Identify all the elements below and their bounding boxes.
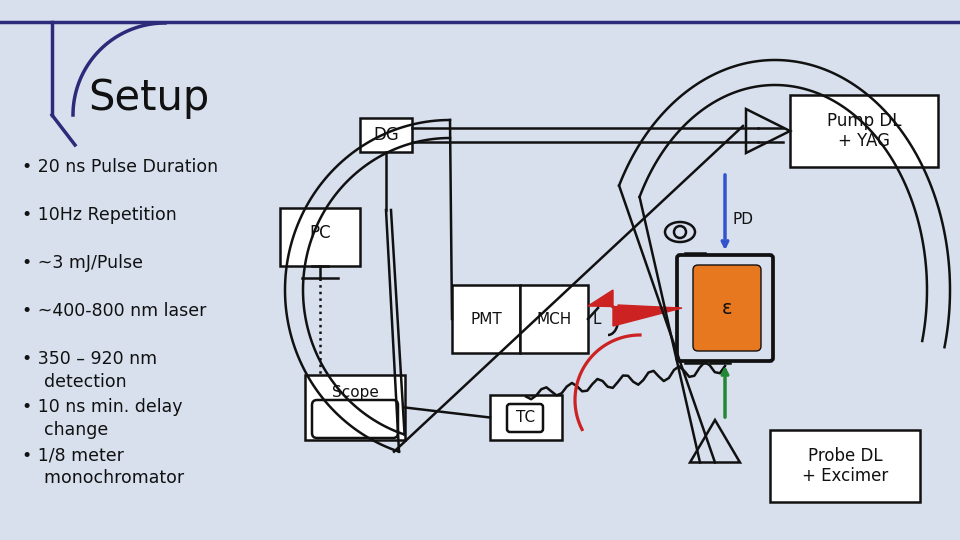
FancyBboxPatch shape (520, 285, 588, 353)
Text: PMT: PMT (470, 312, 502, 327)
FancyBboxPatch shape (790, 95, 938, 167)
Text: L: L (592, 313, 601, 327)
FancyBboxPatch shape (452, 285, 520, 353)
FancyBboxPatch shape (490, 395, 562, 440)
Text: • ~3 mJ/Pulse: • ~3 mJ/Pulse (22, 254, 143, 272)
Text: • 10 ns min. delay
    change: • 10 ns min. delay change (22, 398, 182, 439)
Text: • 350 – 920 nm
    detection: • 350 – 920 nm detection (22, 350, 157, 391)
FancyBboxPatch shape (677, 255, 773, 361)
Text: Probe DL
+ Excimer: Probe DL + Excimer (802, 447, 888, 485)
Text: PC: PC (309, 224, 331, 242)
Text: • ~400-800 nm laser: • ~400-800 nm laser (22, 302, 206, 320)
Polygon shape (588, 290, 682, 326)
Text: Scope: Scope (331, 386, 378, 401)
Text: MCH: MCH (537, 312, 571, 327)
FancyBboxPatch shape (280, 208, 360, 266)
FancyBboxPatch shape (312, 400, 398, 438)
Text: Pump DL
+ YAG: Pump DL + YAG (827, 112, 901, 151)
Text: Setup: Setup (88, 77, 209, 119)
Text: • 1/8 meter
    monochromator: • 1/8 meter monochromator (22, 446, 184, 487)
Text: • 10Hz Repetition: • 10Hz Repetition (22, 206, 177, 224)
FancyBboxPatch shape (507, 404, 543, 432)
FancyBboxPatch shape (770, 430, 920, 502)
FancyBboxPatch shape (693, 265, 761, 351)
Text: DG: DG (373, 126, 398, 144)
Text: • 20 ns Pulse Duration: • 20 ns Pulse Duration (22, 158, 218, 176)
Text: TC: TC (516, 410, 536, 425)
FancyBboxPatch shape (305, 375, 405, 440)
Text: PD: PD (733, 213, 754, 227)
FancyBboxPatch shape (360, 118, 412, 152)
Text: ε: ε (722, 299, 732, 318)
Polygon shape (618, 305, 680, 311)
